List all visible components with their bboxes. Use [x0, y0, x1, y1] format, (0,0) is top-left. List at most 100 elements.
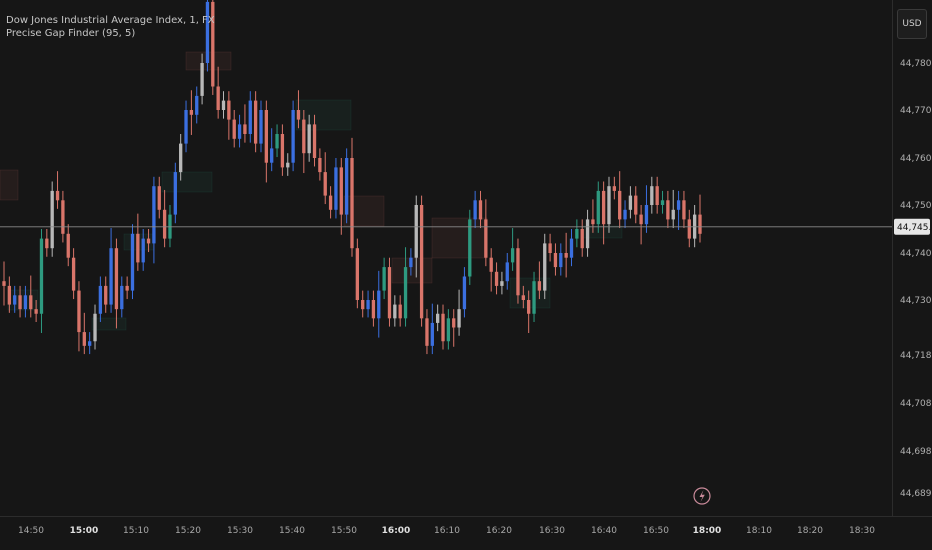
candle[interactable] [286, 162, 290, 168]
candle[interactable] [687, 219, 691, 239]
currency-button[interactable]: USD [897, 9, 927, 39]
candle[interactable] [398, 304, 402, 319]
candle[interactable] [328, 195, 333, 210]
candle[interactable] [484, 219, 488, 258]
candle[interactable] [29, 295, 33, 310]
candle[interactable] [45, 238, 49, 249]
candle[interactable] [334, 167, 338, 210]
candle[interactable] [307, 124, 311, 154]
candle[interactable] [682, 200, 686, 220]
candle[interactable] [403, 267, 408, 319]
candle[interactable] [184, 110, 188, 144]
candle[interactable] [296, 110, 301, 120]
candle[interactable] [61, 200, 65, 234]
candle[interactable] [591, 219, 595, 225]
indicator-label[interactable]: Precise Gap Finder (95, 5) [6, 28, 136, 39]
candle[interactable] [259, 110, 263, 144]
candle[interactable] [361, 300, 365, 310]
candle[interactable] [318, 158, 322, 173]
candle[interactable] [537, 281, 542, 291]
candle[interactable] [114, 248, 119, 310]
candle[interactable] [436, 313, 440, 323]
candle[interactable] [71, 257, 76, 291]
candle[interactable] [253, 100, 258, 144]
candle[interactable] [77, 290, 81, 333]
candle[interactable] [457, 309, 461, 328]
candle[interactable] [419, 205, 424, 319]
candle[interactable] [494, 271, 499, 286]
candle[interactable] [430, 322, 434, 346]
candle[interactable] [275, 134, 279, 149]
candle[interactable] [13, 295, 17, 305]
candle[interactable] [650, 186, 654, 205]
candle[interactable] [50, 190, 54, 249]
candle[interactable] [473, 200, 477, 220]
candle[interactable] [462, 276, 467, 310]
candle[interactable] [109, 248, 113, 305]
candle[interactable] [366, 300, 370, 310]
candle[interactable] [575, 229, 579, 239]
candle[interactable] [505, 262, 509, 282]
candle[interactable] [559, 253, 563, 268]
price-axis[interactable] [892, 0, 932, 550]
candle[interactable] [516, 248, 520, 296]
candle[interactable] [698, 214, 702, 234]
candle[interactable] [639, 214, 643, 225]
candle[interactable] [425, 318, 429, 346]
candle[interactable] [344, 158, 349, 215]
candle[interactable] [628, 195, 633, 210]
candle[interactable] [553, 253, 558, 268]
candle[interactable] [596, 190, 600, 225]
candle[interactable] [446, 318, 451, 342]
candle[interactable] [339, 167, 343, 215]
candle[interactable] [660, 200, 665, 205]
candle[interactable] [441, 313, 445, 342]
candle[interactable] [521, 295, 525, 300]
candle[interactable] [623, 209, 627, 220]
candle[interactable] [179, 143, 183, 173]
candle[interactable] [302, 119, 306, 154]
candle[interactable] [671, 209, 675, 220]
candle[interactable] [655, 186, 659, 205]
candle[interactable] [104, 285, 108, 305]
candle[interactable] [564, 253, 568, 258]
candle[interactable] [468, 219, 472, 277]
candle[interactable] [141, 238, 145, 263]
candle[interactable] [34, 309, 38, 314]
candle[interactable] [195, 95, 199, 115]
candle[interactable] [312, 124, 317, 158]
candle[interactable] [510, 248, 515, 263]
candle[interactable] [23, 295, 28, 310]
candle[interactable] [548, 243, 552, 253]
candle[interactable] [146, 238, 151, 244]
candle[interactable] [125, 285, 129, 291]
candle[interactable] [232, 119, 236, 139]
candle[interactable] [264, 110, 268, 163]
candle[interactable] [393, 304, 397, 319]
candle[interactable] [350, 158, 354, 249]
candle[interactable] [221, 100, 226, 110]
candle[interactable] [580, 229, 584, 249]
candle[interactable] [527, 300, 531, 314]
candle[interactable] [237, 124, 242, 139]
candle[interactable] [323, 172, 327, 196]
candle[interactable] [676, 200, 681, 210]
candle[interactable] [120, 285, 124, 310]
candle[interactable] [371, 300, 376, 319]
candle[interactable] [88, 341, 92, 346]
candle[interactable] [130, 233, 135, 291]
candle[interactable] [478, 200, 483, 220]
candle[interactable] [7, 285, 12, 305]
candle[interactable] [634, 195, 638, 215]
candle[interactable] [93, 313, 97, 342]
candle[interactable] [569, 238, 574, 258]
candle[interactable] [618, 190, 622, 220]
candle[interactable] [211, 1, 215, 87]
candle[interactable] [382, 267, 386, 291]
candle[interactable] [601, 190, 606, 225]
candle[interactable] [543, 243, 547, 291]
candle[interactable] [2, 281, 6, 286]
candle[interactable] [270, 148, 274, 163]
candle[interactable] [136, 233, 140, 263]
